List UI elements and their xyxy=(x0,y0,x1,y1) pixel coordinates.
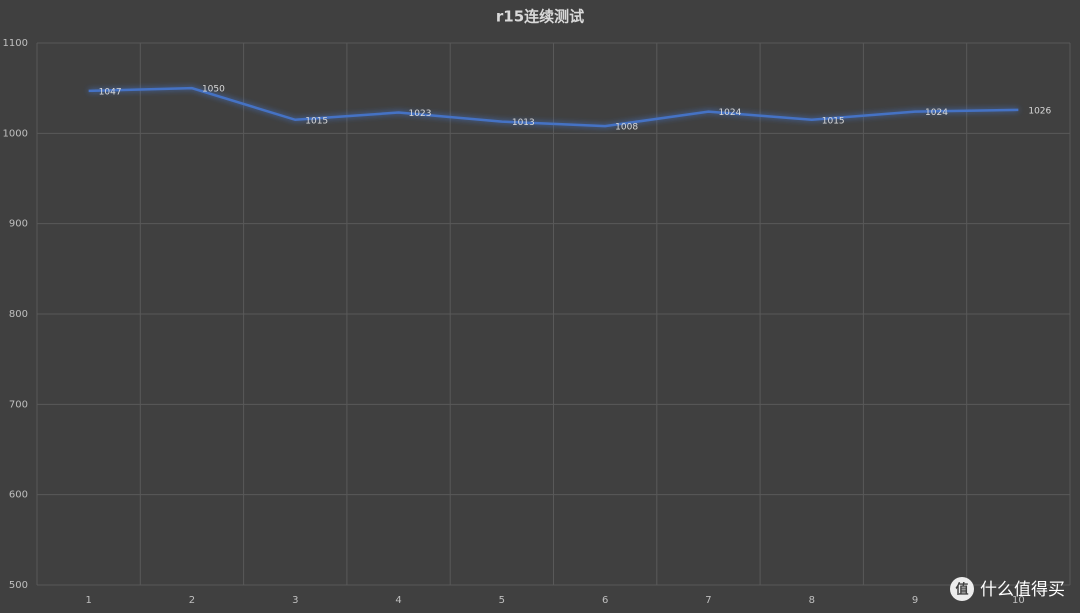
data-label: 1026 xyxy=(1028,106,1051,116)
x-tick-label: 3 xyxy=(292,595,298,606)
data-label: 1047 xyxy=(99,87,122,97)
watermark: 值 什么值得买 xyxy=(950,577,1065,601)
y-tick-label: 600 xyxy=(9,490,28,501)
x-tick-label: 2 xyxy=(189,595,195,606)
data-line xyxy=(88,86,1019,128)
data-label: 1024 xyxy=(718,108,741,118)
watermark-text: 什么值得买 xyxy=(980,580,1065,600)
data-label: 1024 xyxy=(925,108,948,118)
y-tick-label: 1100 xyxy=(3,38,28,49)
y-tick-label: 500 xyxy=(9,580,28,591)
x-tick-label: 7 xyxy=(705,595,711,606)
x-tick-label: 10 xyxy=(1012,595,1025,606)
data-label: 1008 xyxy=(615,123,638,133)
x-tick-label: 5 xyxy=(499,595,505,606)
y-tick-label: 700 xyxy=(9,399,28,410)
data-label: 1015 xyxy=(305,116,328,126)
data-label: 1023 xyxy=(409,109,432,119)
x-tick-label: 1 xyxy=(85,595,91,606)
y-tick-label: 1000 xyxy=(3,128,28,139)
watermark-icon: 值 xyxy=(955,582,968,598)
data-label: 1013 xyxy=(512,118,535,128)
x-tick-label: 4 xyxy=(395,595,401,606)
x-tick-label: 9 xyxy=(912,595,918,606)
chart-title: r15连续测试 xyxy=(496,8,584,26)
x-tick-label: 6 xyxy=(602,595,608,606)
data-label: 1015 xyxy=(822,116,845,126)
x-tick-label: 8 xyxy=(809,595,815,606)
watermark-icon-bg xyxy=(950,577,974,601)
y-tick-label: 900 xyxy=(9,219,28,230)
y-tick-label: 800 xyxy=(9,309,28,320)
data-label: 1050 xyxy=(202,85,225,95)
